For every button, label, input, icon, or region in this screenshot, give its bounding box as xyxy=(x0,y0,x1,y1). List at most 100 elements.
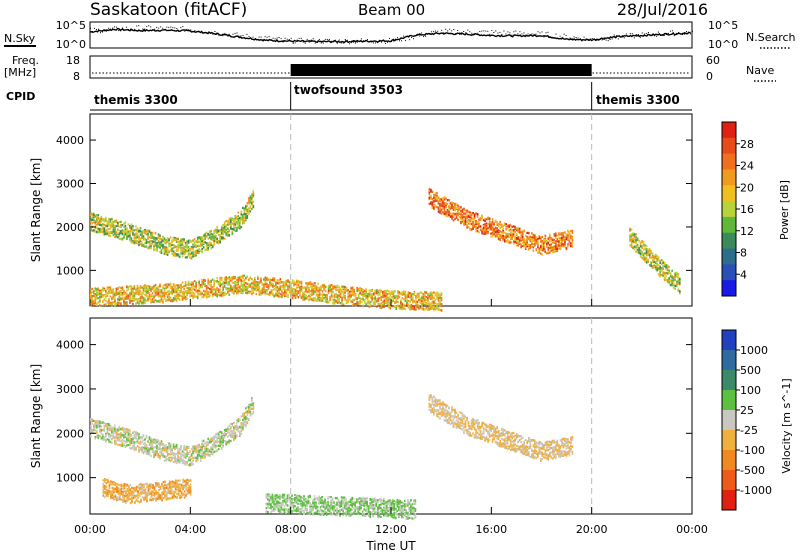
echo-cell xyxy=(571,242,574,245)
echo-cell xyxy=(377,299,380,302)
echo-cell xyxy=(175,253,178,256)
echo-cell xyxy=(440,299,443,302)
echo-cell xyxy=(105,218,107,221)
echo-cell xyxy=(531,232,533,235)
echo-cell xyxy=(100,220,103,223)
nsearch-point xyxy=(531,33,533,35)
echo-cell xyxy=(419,300,422,303)
nsearch-point xyxy=(425,35,427,37)
echo-cell xyxy=(458,215,461,219)
echo-cell xyxy=(93,294,95,298)
nsearch-point xyxy=(475,33,477,35)
echo-cell xyxy=(114,293,116,296)
echo-cell xyxy=(558,233,560,236)
echo-cell xyxy=(550,246,553,249)
echo-cell xyxy=(333,293,336,296)
echo-cell xyxy=(242,274,244,277)
echo-cell xyxy=(428,193,431,196)
echo-cell xyxy=(192,282,194,285)
echo-cell xyxy=(189,283,191,286)
nsearch-point xyxy=(403,35,404,37)
echo-cell xyxy=(201,240,203,243)
echo-cell xyxy=(300,289,303,292)
echo-cell xyxy=(650,252,652,255)
echo-cell xyxy=(139,230,142,233)
echo-cell xyxy=(561,238,563,241)
echo-cell xyxy=(255,284,258,287)
echo-cell xyxy=(416,296,419,299)
nsearch-point xyxy=(180,27,182,29)
echo-cell xyxy=(195,285,197,288)
echo-cell xyxy=(150,298,152,301)
echo-cell xyxy=(392,295,395,298)
echo-cell xyxy=(120,303,122,306)
echo-cell xyxy=(214,235,217,238)
echo-cell xyxy=(437,199,440,202)
echo-cell xyxy=(254,276,256,280)
echo-cell xyxy=(391,301,393,304)
echo-cell xyxy=(463,212,465,215)
echo-cell xyxy=(633,236,636,239)
echo-cell xyxy=(138,235,140,238)
nsearch-point xyxy=(409,39,411,41)
echo-cell xyxy=(464,217,467,220)
echo-cell xyxy=(172,283,175,287)
echo-cell xyxy=(389,297,392,300)
echo-cell xyxy=(189,295,191,298)
echo-cell xyxy=(347,289,349,292)
echo-cell xyxy=(284,288,286,291)
nsearch-point xyxy=(298,37,300,39)
echo-cell xyxy=(165,238,167,242)
echo-cell xyxy=(220,294,223,297)
echo-cell xyxy=(205,248,208,251)
echo-cell xyxy=(532,238,535,241)
echo-cell xyxy=(165,241,167,244)
echo-cell xyxy=(190,240,193,243)
echo-cell xyxy=(559,236,562,239)
echo-cell xyxy=(433,206,435,209)
echo-cell xyxy=(109,291,112,295)
nsearch-point xyxy=(643,33,645,35)
echo-cell xyxy=(213,283,215,286)
echo-cell xyxy=(374,302,376,305)
echo-cell xyxy=(228,229,231,232)
echo-cell xyxy=(571,231,574,234)
echo-cell xyxy=(97,293,100,296)
nave-block xyxy=(290,64,592,76)
echo-cell xyxy=(202,234,205,237)
echo-cell xyxy=(169,292,172,295)
echo-cell xyxy=(249,206,252,210)
echo-cell xyxy=(239,278,241,281)
echo-cell xyxy=(534,240,536,243)
echo-cell xyxy=(148,295,151,298)
echo-cell xyxy=(529,240,532,243)
echo-cell xyxy=(240,275,243,278)
echo-cell xyxy=(189,252,191,255)
echo-cell xyxy=(96,218,98,221)
nsearch-point xyxy=(673,35,675,37)
echo-cell xyxy=(100,289,103,292)
echo-cell xyxy=(517,227,519,230)
echo-cell xyxy=(389,307,392,310)
echo-cell xyxy=(189,287,191,290)
echo-cell xyxy=(347,297,349,301)
echo-cell xyxy=(133,285,136,288)
echo-cell xyxy=(97,223,100,226)
echo-cell xyxy=(153,240,155,243)
echo-cell xyxy=(537,251,539,254)
echo-cell xyxy=(126,237,128,240)
nsearch-point xyxy=(260,36,262,38)
echo-cell xyxy=(463,223,465,226)
nsearch-point xyxy=(463,31,465,32)
echo-cell xyxy=(91,212,94,216)
echo-cell xyxy=(112,228,115,231)
echo-cell xyxy=(285,290,288,293)
echo-cell xyxy=(139,296,142,299)
echo-cell xyxy=(451,204,453,207)
echo-cell xyxy=(168,242,170,245)
echo-cell xyxy=(123,229,125,233)
echo-cell xyxy=(376,289,378,292)
echo-cell xyxy=(555,234,557,237)
echo-cell xyxy=(100,304,103,307)
echo-cell xyxy=(169,297,172,300)
